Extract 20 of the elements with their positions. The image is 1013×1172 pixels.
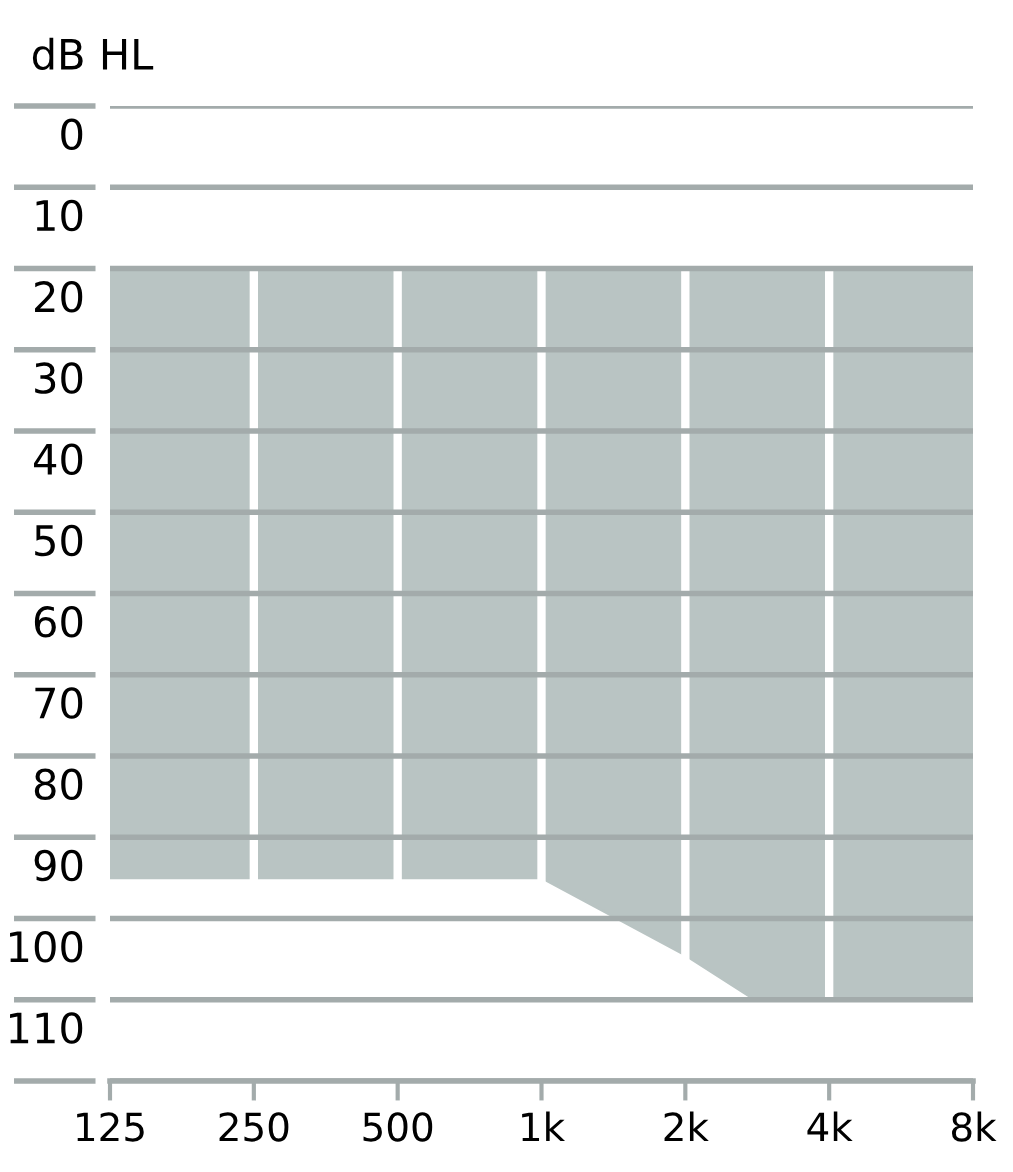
y-tick-label: 80 <box>34 768 83 801</box>
y-tick-label: 20 <box>35 281 83 313</box>
y-tick-label: 110 <box>10 1012 83 1044</box>
y-tick-label: 70 <box>35 687 83 719</box>
x-tick-label: 1k <box>522 1111 566 1142</box>
x-tick-label: 8k <box>952 1111 997 1142</box>
y-tick-label: 0 <box>61 118 83 151</box>
x-tick-label: 250 <box>219 1112 289 1142</box>
y-tick-label: 40 <box>34 443 83 476</box>
y-tick-label: 90 <box>34 849 83 882</box>
x-tick-label: 500 <box>363 1112 433 1142</box>
y-tick-label: 60 <box>34 606 83 638</box>
x-tick-label: 125 <box>77 1112 144 1142</box>
x-tick-label: 2k <box>664 1111 709 1142</box>
y-axis-title: dB HL <box>32 37 154 71</box>
y-tick-label: 30 <box>35 362 83 394</box>
y-tick-label: 10 <box>36 199 83 232</box>
x-tick-label: 4k <box>807 1111 853 1142</box>
y-tick-label: 50 <box>35 524 83 557</box>
y-tick-label: 100 <box>10 931 83 963</box>
